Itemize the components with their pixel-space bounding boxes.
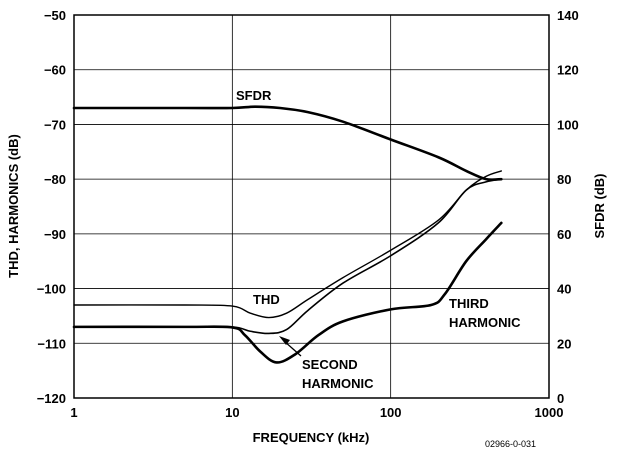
plot-frame (73, 14, 550, 399)
annotation-second-line2: HARMONIC (302, 376, 374, 391)
y-right-tick-label: 40 (557, 282, 571, 297)
y-left-tick-label: −80 (44, 172, 66, 187)
y-left-tick-label: −60 (44, 63, 66, 78)
series-sfdr (72, 105, 503, 182)
x-tick-label: 1000 (535, 405, 564, 420)
annotation-third-line2: HARMONIC (449, 315, 521, 330)
grid (74, 15, 549, 398)
y-right-tick-label: 60 (557, 227, 571, 242)
x-tick-label: 100 (380, 405, 402, 420)
y-right-tick-label: 100 (557, 117, 579, 132)
x-axis-title: FREQUENCY (kHz) (253, 430, 370, 445)
y-left-tick-label: −100 (37, 282, 66, 297)
y-left-tick-label: −110 (37, 336, 66, 351)
annotation-thd: THD (253, 292, 280, 307)
y-left-tick-label: −120 (37, 391, 66, 406)
y-axis-left-title: THD, HARMONICS (dB) (6, 134, 21, 278)
series-third-harmonic (72, 221, 503, 364)
x-tick-label: 10 (225, 405, 239, 420)
series-layer (72, 105, 503, 364)
ticks: −50 140−60 120−70 100−80 80−90 60−100 40−110 20… (37, 8, 579, 420)
x-tick-label: 1 (70, 405, 77, 420)
y-right-tick-label: 20 (557, 336, 571, 351)
y-left-tick-label: −50 (44, 8, 66, 23)
y-right-tick-label: 120 (557, 63, 579, 78)
annotation-third-line1: THIRD (449, 296, 489, 311)
y-right-tick-label: 80 (557, 172, 571, 187)
y-axis-right-title: SFDR (dB) (592, 174, 607, 239)
y-right-tick-label: 0 (557, 391, 564, 406)
plot-area-background (74, 15, 549, 398)
annotation-second-line1: SECOND (302, 357, 358, 372)
y-left-tick-label: −70 (44, 117, 66, 132)
y-right-tick-label: 140 (557, 8, 579, 23)
y-left-tick-label: −90 (44, 227, 66, 242)
figure-id: 02966-0-031 (485, 439, 536, 449)
second-harmonic-arrowhead (279, 336, 290, 345)
annotation-sfdr: SFDR (236, 88, 272, 103)
